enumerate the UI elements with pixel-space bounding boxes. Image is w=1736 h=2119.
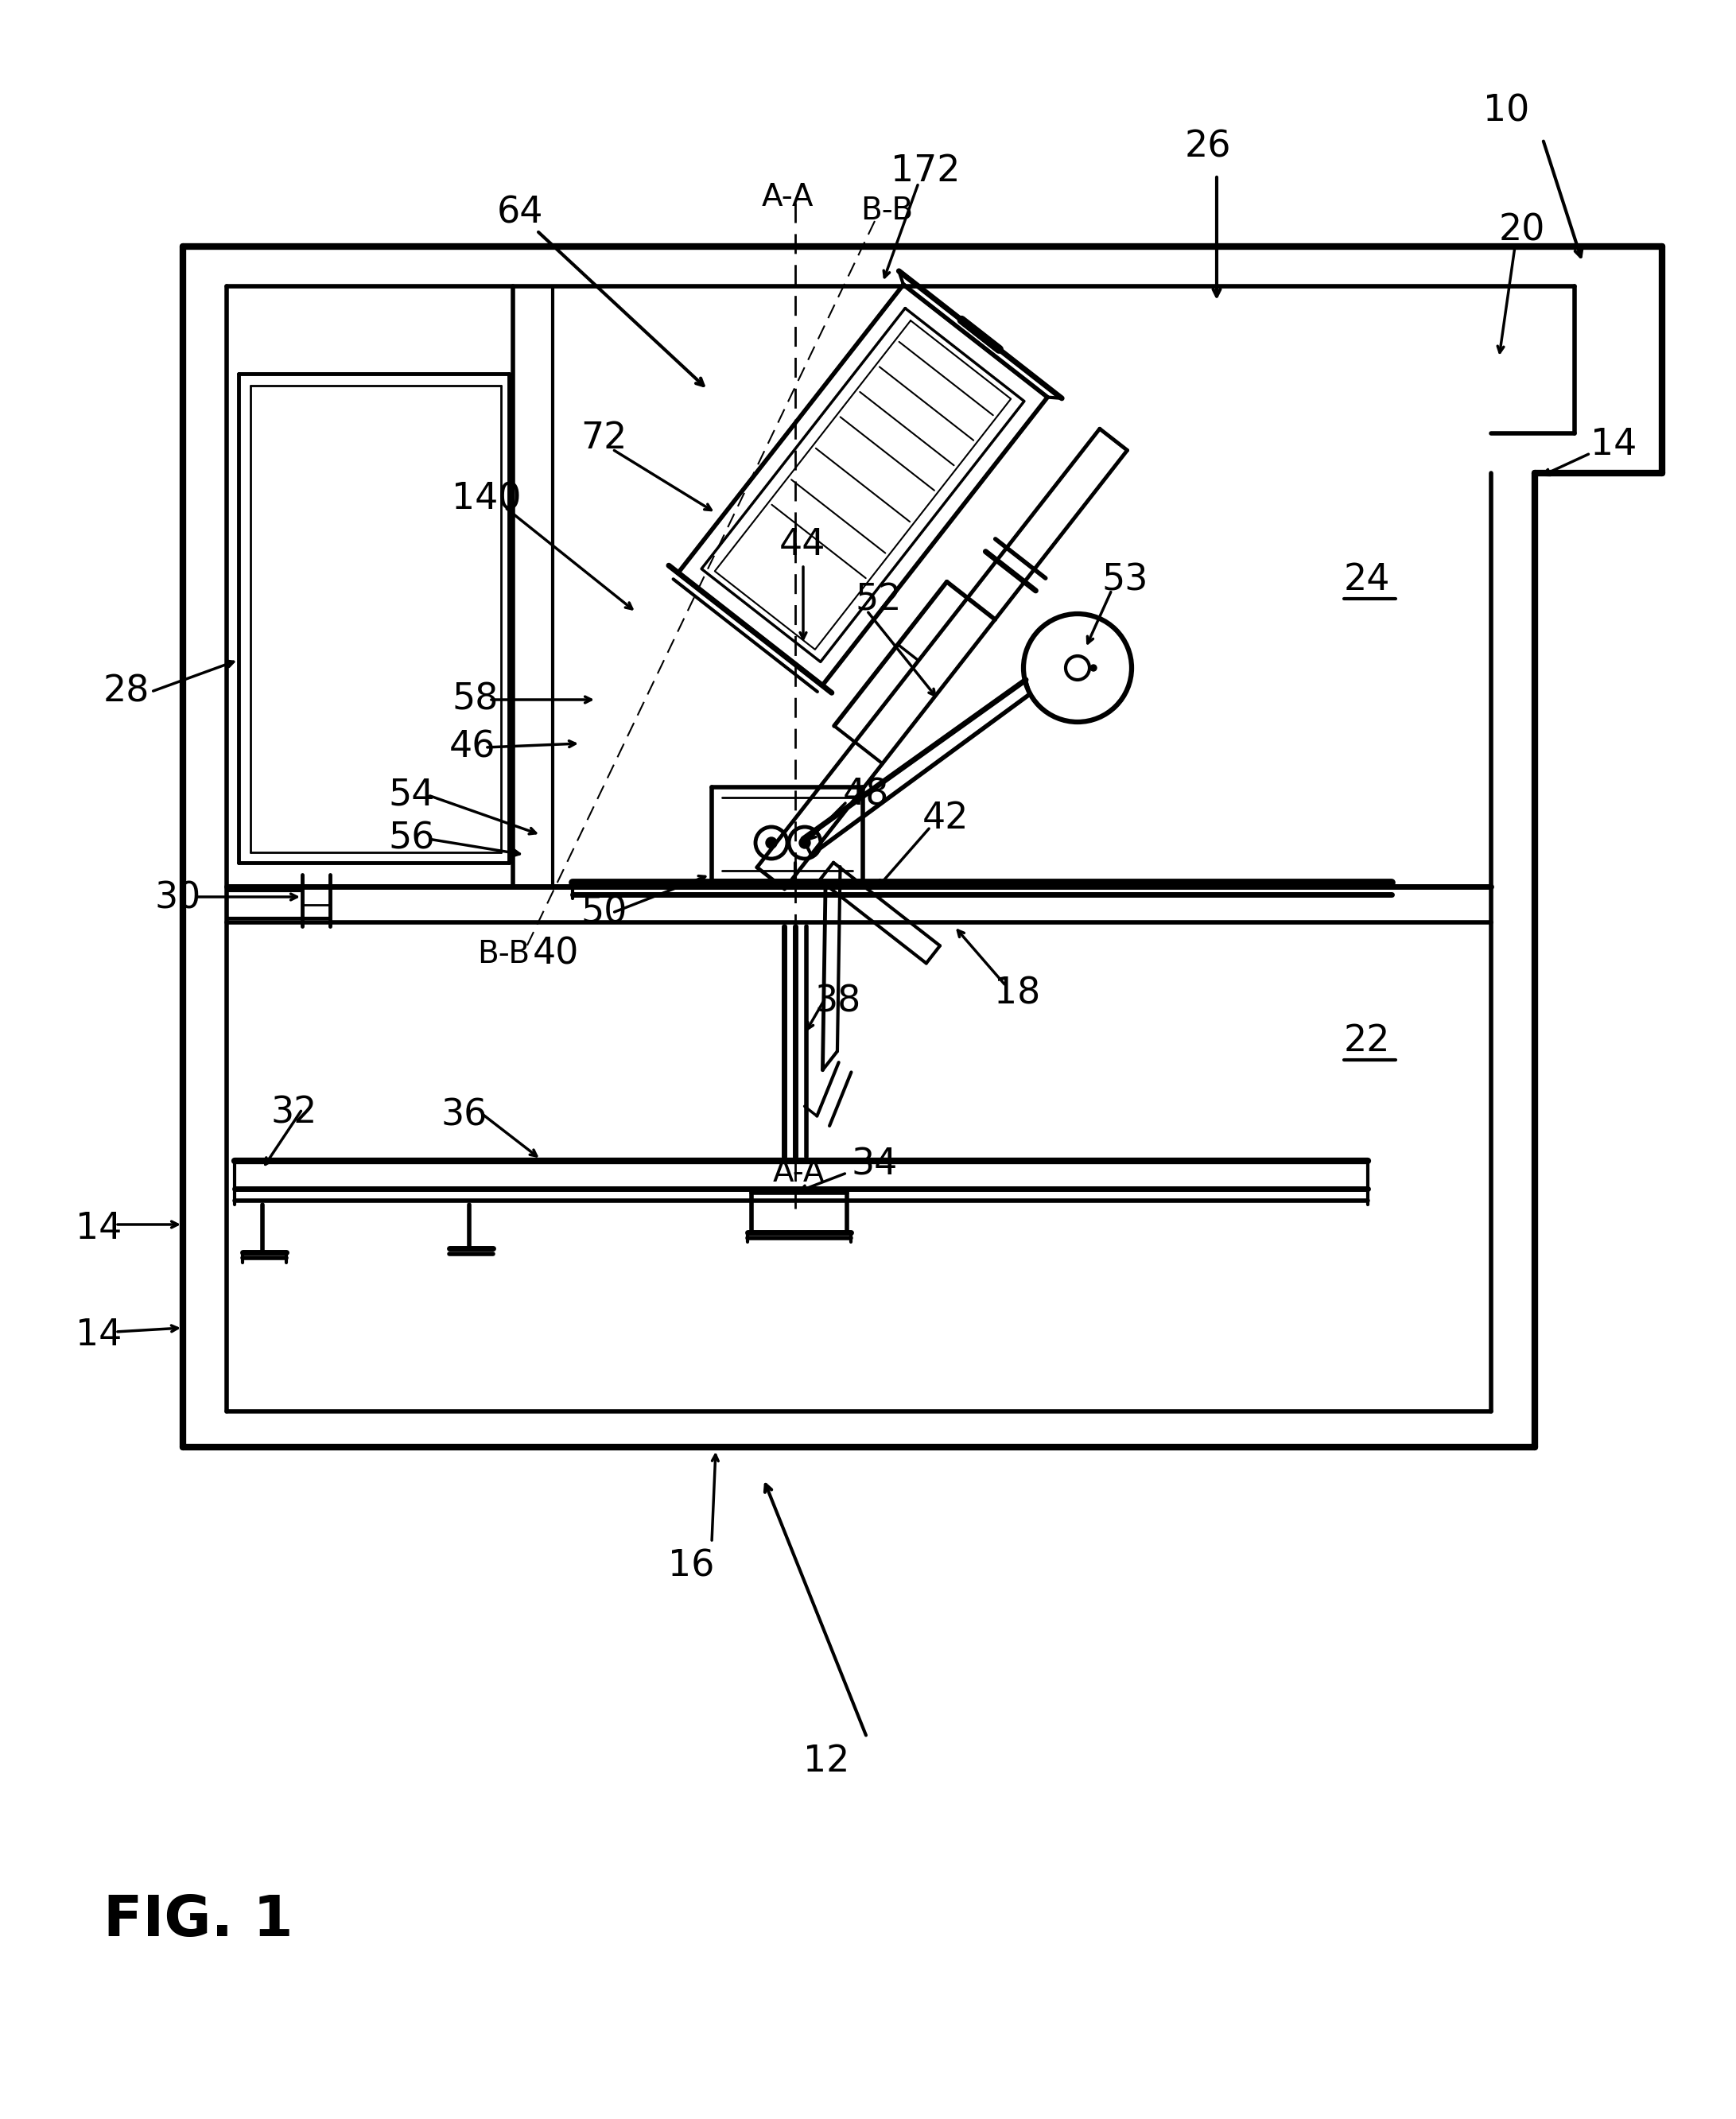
Text: B-B: B-B — [861, 195, 913, 227]
Text: 38: 38 — [816, 983, 861, 1019]
Text: 20: 20 — [1498, 212, 1545, 248]
Circle shape — [799, 837, 811, 848]
Text: 58: 58 — [451, 682, 498, 718]
Circle shape — [766, 837, 778, 848]
Text: 12: 12 — [804, 1744, 849, 1780]
Text: 32: 32 — [271, 1096, 316, 1132]
Text: 42: 42 — [922, 801, 969, 837]
Text: 14: 14 — [76, 1210, 122, 1246]
Text: 16: 16 — [668, 1549, 715, 1585]
Text: 54: 54 — [389, 778, 434, 814]
Text: 140: 140 — [451, 481, 521, 517]
Text: 52: 52 — [854, 583, 901, 619]
Text: 14: 14 — [76, 1318, 122, 1354]
Text: 28: 28 — [104, 674, 149, 710]
Text: 10: 10 — [1483, 93, 1529, 129]
Text: 53: 53 — [1101, 562, 1147, 598]
Text: 72: 72 — [580, 422, 627, 458]
Text: A-A: A-A — [762, 182, 814, 212]
Text: 36: 36 — [441, 1098, 488, 1134]
Text: 26: 26 — [1186, 129, 1231, 165]
Text: 64: 64 — [496, 195, 543, 231]
Text: 172: 172 — [891, 153, 960, 189]
Text: FIG. 1: FIG. 1 — [104, 1892, 293, 1947]
Text: 46: 46 — [450, 729, 496, 765]
Text: A-A: A-A — [773, 1157, 825, 1189]
Text: 22: 22 — [1344, 1023, 1391, 1060]
Text: 50: 50 — [580, 894, 627, 930]
Text: 40: 40 — [533, 937, 580, 973]
Text: 56: 56 — [389, 820, 434, 856]
Text: 30: 30 — [155, 882, 201, 915]
Text: 14: 14 — [1590, 428, 1637, 464]
Text: 24: 24 — [1344, 562, 1391, 598]
Circle shape — [1090, 665, 1097, 672]
Text: B-B: B-B — [477, 939, 529, 968]
Text: 34: 34 — [851, 1146, 898, 1182]
Text: 18: 18 — [995, 977, 1040, 1011]
Text: 44: 44 — [779, 528, 826, 562]
Text: 48: 48 — [844, 778, 889, 814]
